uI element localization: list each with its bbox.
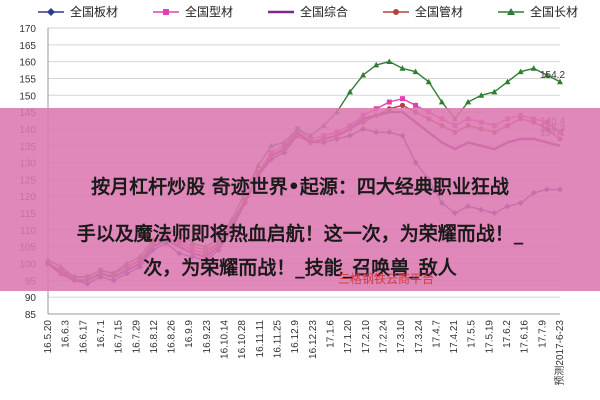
data-point (530, 65, 537, 71)
watermark-text: 三格钢铁云商平台 (338, 272, 435, 286)
chart-legend: 全国板材 全国型材 全国综合 全国管材 全国长材 (38, 4, 578, 19)
y-tick-label: 90 (25, 293, 37, 304)
x-tick-label: 17.1.6 (325, 320, 336, 348)
banner-text-line-1: 按月杠杆炒股 奇迹世界•起源：四大经典职业狂战 (91, 176, 509, 198)
x-tick-label: 17.2.24 (378, 320, 389, 354)
x-tick-label: 16.12.9 (290, 320, 301, 354)
x-tick-label: 17.5.5 (467, 320, 478, 348)
x-tick-label: 16.7.1 (96, 320, 107, 348)
data-point (346, 88, 353, 95)
legend-marker (163, 9, 169, 15)
data-point (465, 98, 472, 105)
x-tick-label: 17.4.7 (431, 320, 442, 348)
x-tick-label: 17.7.9 (537, 320, 548, 348)
x-tick-label: 16.11.25 (273, 320, 284, 359)
data-point (543, 71, 550, 78)
legend-label: 全国综合 (300, 4, 348, 19)
data-point (399, 65, 406, 71)
x-tick-label: 17.3.10 (396, 320, 407, 354)
promo-banner-overlay[interactable]: 按月杠杆炒股 奇迹世界•起源：四大经典职业狂战 手以及魔法师即将热血启航！这一次… (0, 108, 600, 291)
x-tick-label: 16.7.29 (131, 320, 142, 354)
x-tick-label: 16.6.3 (61, 320, 72, 348)
x-tick-label: 17.1.20 (343, 320, 354, 354)
legend-label: 全国长材 (530, 4, 578, 19)
x-tick-label: 17.4.21 (449, 320, 460, 354)
x-tick-label: 16.10.14 (220, 320, 231, 359)
x-tick-label: 17.3.24 (414, 320, 425, 354)
data-point (373, 61, 380, 68)
x-tick-label: 17.6.16 (520, 320, 531, 354)
data-point (478, 92, 485, 98)
y-tick-label: 170 (19, 24, 36, 35)
x-tick-label: 17.2.10 (361, 320, 372, 354)
x-tick-label: 17.5.19 (484, 320, 495, 354)
legend-marker (507, 8, 515, 15)
x-tick-label: 16.5.20 (43, 320, 54, 354)
data-point (413, 102, 419, 108)
x-tick-label: 17.6.2 (502, 320, 513, 348)
data-point (360, 71, 367, 78)
y-tick-label: 165 (19, 41, 36, 52)
data-point (504, 78, 511, 85)
y-tick-label: 150 (19, 91, 36, 102)
legend-marker (47, 8, 55, 16)
data-point (386, 58, 393, 65)
y-tick-label: 160 (19, 58, 36, 69)
data-point (517, 68, 524, 75)
data-point (399, 102, 406, 108)
banner-text-line-3: 次，为荣耀而战！_技能_召唤兽_敌人 (143, 257, 457, 279)
data-point (425, 78, 432, 85)
x-tick-label: 16.12.23 (308, 320, 319, 359)
data-point (557, 78, 563, 85)
x-tick-label: 16.8.26 (167, 320, 178, 354)
x-tick-label: 16.7.15 (114, 320, 125, 354)
legend-marker (393, 9, 399, 15)
legend-label: 全国板材 (70, 4, 118, 19)
x-axis-ticks: 16.5.20 16.6.3 16.6.17 16.7.1 16.7.15 16.7.29… (43, 320, 566, 386)
data-point (491, 88, 498, 95)
legend-label: 全国管材 (415, 4, 463, 19)
legend-label: 全国型材 (185, 4, 233, 19)
x-tick-label: 16.9.9 (184, 320, 195, 348)
end-value-label: 154.2 (540, 70, 565, 81)
x-tick-label: 预测2017-6-23 (553, 320, 566, 386)
x-tick-label: 16.11.11 (255, 320, 266, 358)
banner-text-line-2: 手以及魔法师即将热血启航！这一次，为荣耀而战！_ (76, 223, 524, 245)
data-point (412, 68, 419, 75)
x-tick-label: 16.9.23 (202, 320, 213, 354)
y-tick-label: 85 (25, 310, 37, 321)
data-point (399, 96, 405, 102)
data-point (438, 98, 445, 105)
data-point (386, 99, 392, 105)
x-tick-label: 16.10.28 (237, 320, 248, 359)
x-tick-label: 16.6.17 (78, 320, 89, 354)
y-tick-label: 155 (19, 74, 36, 85)
x-tick-label: 16.8.12 (149, 320, 160, 354)
